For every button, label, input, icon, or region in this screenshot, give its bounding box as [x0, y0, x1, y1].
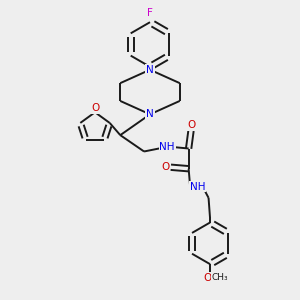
Text: O: O	[91, 103, 99, 113]
Text: O: O	[203, 272, 211, 283]
Text: NH: NH	[190, 182, 205, 192]
Text: O: O	[161, 162, 169, 172]
Text: F: F	[147, 8, 153, 18]
Text: N: N	[146, 109, 154, 119]
Text: O: O	[188, 120, 196, 130]
Text: NH: NH	[160, 142, 175, 152]
Text: CH₃: CH₃	[211, 273, 228, 282]
Text: N: N	[146, 65, 154, 75]
